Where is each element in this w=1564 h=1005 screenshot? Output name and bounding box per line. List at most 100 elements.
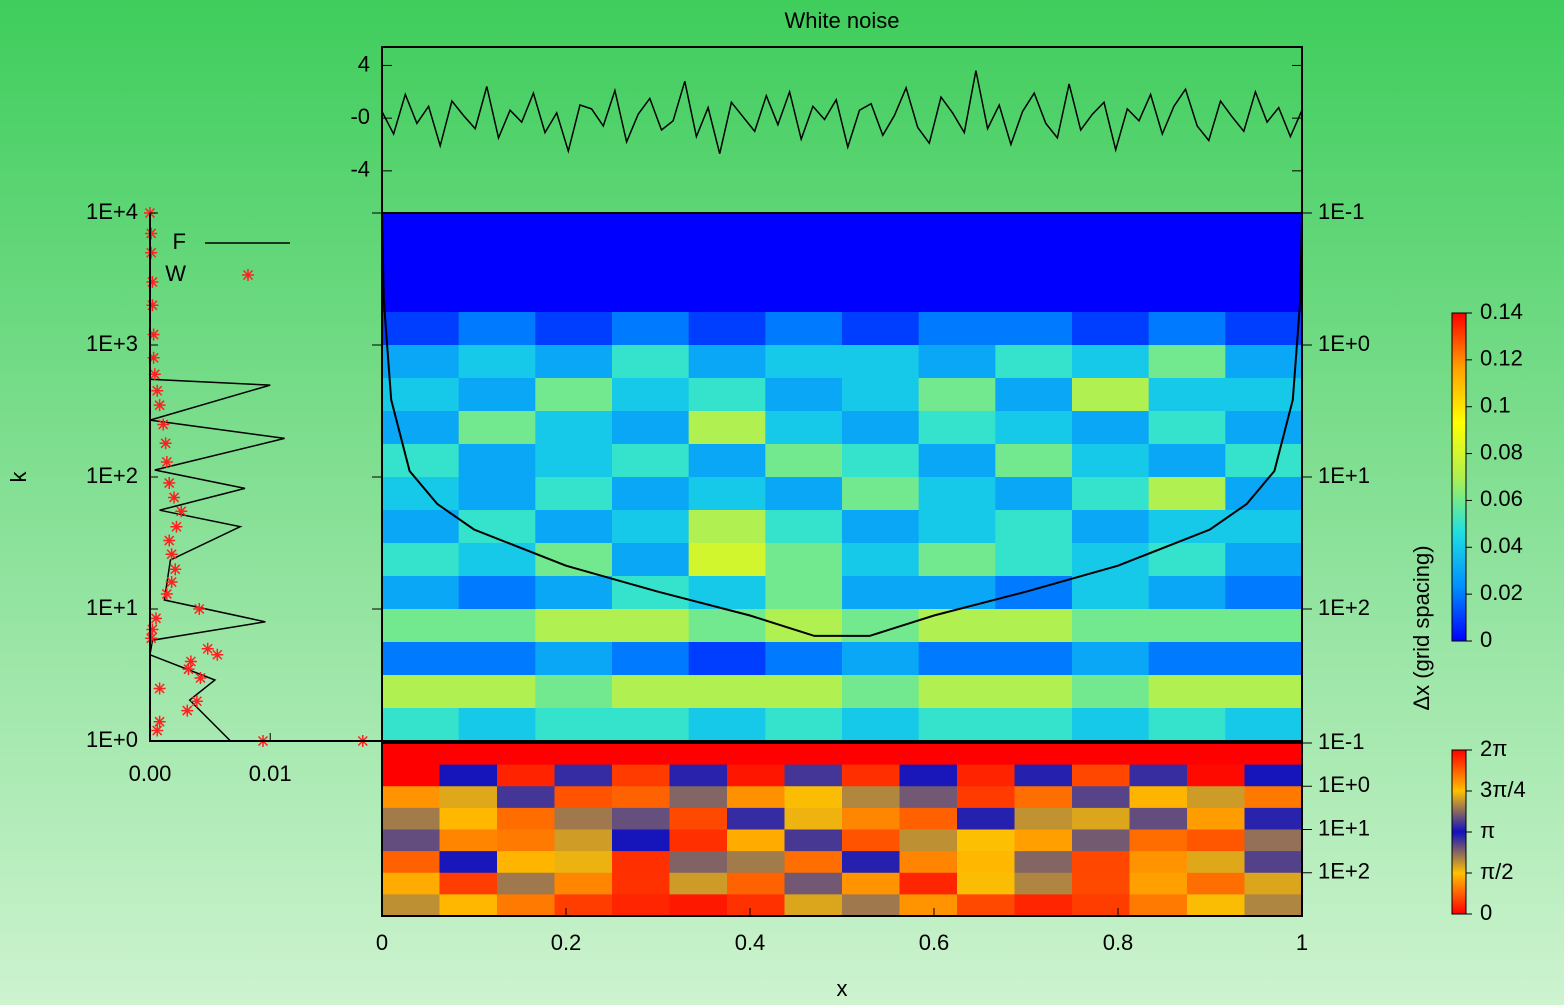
heatmap-cell: [1225, 378, 1303, 412]
heatmap-cell: [554, 786, 613, 809]
y-tick-label: 1E+2: [1318, 859, 1370, 884]
heatmap-cell: [1244, 743, 1303, 766]
heatmap-cell: [784, 872, 843, 895]
y-tick-label: 1E+1: [1318, 815, 1370, 840]
spectrum-star: [148, 368, 161, 381]
heatmap-cell: [612, 764, 671, 787]
heatmap-cell: [957, 764, 1016, 787]
heatmap-cell: [535, 642, 613, 676]
heatmap-cell: [382, 764, 441, 787]
heatmap-cell: [784, 851, 843, 874]
heatmap-cell: [382, 444, 460, 478]
heatmap-cell: [995, 444, 1073, 478]
heatmap-cell: [612, 675, 690, 709]
heatmap-cell: [899, 786, 958, 809]
heatmap-cell: [1072, 444, 1150, 478]
heatmap-cell: [382, 851, 441, 874]
heatmap-cell: [497, 872, 556, 895]
heatmap-cell: [784, 807, 843, 831]
heatmap-cell: [765, 675, 843, 709]
heatmap-cell: [458, 543, 536, 577]
heatmap-cell: [1072, 411, 1150, 445]
heatmap-cell: [1072, 764, 1131, 787]
heatmap-cell: [1072, 609, 1150, 643]
heatmap-cell: [382, 872, 441, 895]
heatmap-cell: [784, 894, 843, 917]
spectrum-star: [211, 648, 224, 661]
heatmap-cell: [688, 246, 766, 280]
heatmap-cell: [612, 609, 690, 643]
spectrum-star: [147, 351, 160, 364]
heatmap-cell: [669, 764, 728, 787]
spectrum-star: [163, 534, 176, 547]
heatmap-cell: [612, 807, 671, 831]
heatmap-cell: [535, 345, 613, 379]
colorbar: [1451, 312, 1467, 642]
spectrum-star: [151, 384, 164, 397]
heatmap-cell: [995, 543, 1073, 577]
heatmap-cell: [1014, 851, 1073, 874]
heatmap-cell: [842, 764, 901, 787]
heatmap-cell: [727, 829, 786, 852]
heatmap-cell: [382, 246, 460, 280]
heatmap-cell: [995, 279, 1073, 313]
colorbar-tick-label: 0: [1480, 900, 1492, 925]
colorbar-tick-label: 0.1: [1480, 393, 1511, 418]
heatmap-cell: [612, 444, 690, 478]
heatmap-cell: [497, 894, 556, 917]
heatmap-cell: [382, 786, 441, 809]
heatmap-cell: [1225, 246, 1303, 280]
heatmap-cell: [554, 872, 613, 895]
heatmap-cell: [1072, 576, 1150, 610]
heatmap-cell: [957, 894, 1016, 917]
y-tick-label: 1E-1: [1318, 199, 1364, 224]
heatmap-cell: [784, 764, 843, 787]
heatmap-cell: [1148, 246, 1226, 280]
heatmap-cell: [842, 894, 901, 917]
colorbar-tick-label: 0.06: [1480, 486, 1523, 511]
heatmap-cell: [1014, 872, 1073, 895]
heatmap-cell: [1014, 743, 1073, 766]
heatmap-cell: [842, 609, 920, 643]
heatmap-cell: [1187, 872, 1246, 895]
heatmap-cell: [1244, 872, 1303, 895]
heatmap-cell: [1225, 510, 1303, 544]
heatmap-cell: [439, 807, 498, 831]
heatmap-cell: [995, 642, 1073, 676]
heatmap-cell: [1244, 851, 1303, 874]
heatmap-cell: [382, 378, 460, 412]
heatmap-cell: [1225, 444, 1303, 478]
heatmap-cell: [458, 477, 536, 511]
heatmap-cell: [1014, 786, 1073, 809]
heatmap-cell: [458, 213, 536, 247]
heatmap-cell: [1244, 829, 1303, 852]
heatmap-cell: [1072, 543, 1150, 577]
x-tick-label: 0.01: [249, 761, 292, 786]
heatmap-cell: [382, 708, 460, 742]
heatmap-cell: [497, 743, 556, 766]
heatmap-cell: [765, 510, 843, 544]
colorbar-tick-label: π/2: [1480, 859, 1514, 884]
heatmap-cell: [727, 894, 786, 917]
heatmap-cell: [1225, 279, 1303, 313]
heatmap-cell: [1129, 851, 1188, 874]
colorbar-tick-label: 2π: [1480, 736, 1507, 761]
heatmap-cell: [765, 444, 843, 478]
heatmap-cell: [382, 894, 441, 917]
heatmap-cell: [1244, 786, 1303, 809]
heatmap-cell: [842, 444, 920, 478]
x-tick-label: 0.6: [919, 930, 950, 955]
heatmap-cell: [1187, 743, 1246, 766]
heatmap-cell: [382, 807, 441, 831]
heatmap-cell: [1225, 576, 1303, 610]
heatmap-cell: [765, 411, 843, 445]
heatmap-cell: [612, 378, 690, 412]
heatmap-cell: [918, 444, 996, 478]
heatmap-cell: [535, 477, 613, 511]
heatmap-cell: [957, 851, 1016, 874]
heatmap-cell: [899, 807, 958, 831]
heatmap-cell: [458, 675, 536, 709]
x-tick-label: 0: [376, 930, 388, 955]
heatmap-cell: [765, 345, 843, 379]
